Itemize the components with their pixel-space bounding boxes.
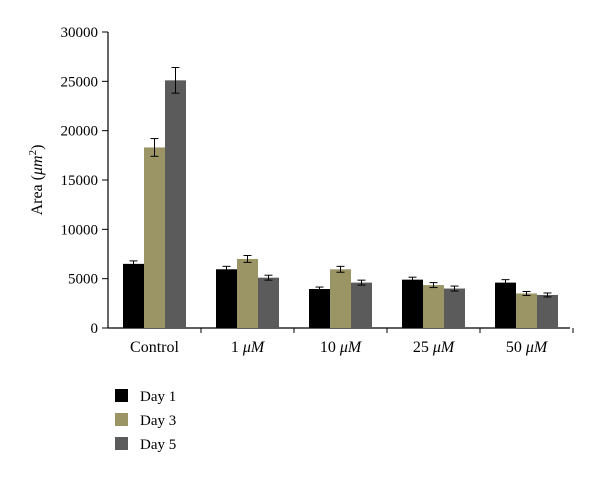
bar-day-3-1 xyxy=(237,258,258,328)
bar-day-1-1 xyxy=(216,269,237,328)
bar-day-5-3 xyxy=(444,288,465,328)
legend-label: Day 3 xyxy=(140,413,176,429)
category-label: 25 μM xyxy=(413,339,456,356)
y-tick-label: 20000 xyxy=(61,124,99,140)
bar-day-1-0 xyxy=(123,263,144,328)
category-label: 10 μM xyxy=(320,339,363,356)
category-label: Control xyxy=(130,339,179,356)
bar-day-5-1 xyxy=(258,277,279,328)
legend-swatch-day-5 xyxy=(115,437,128,450)
category-label: 1 μM xyxy=(231,339,266,356)
bar-day-3-0 xyxy=(144,147,165,328)
bar-day-5-4 xyxy=(537,294,558,328)
y-tick-label: 15000 xyxy=(61,173,99,189)
y-tick-label: 25000 xyxy=(61,74,99,90)
bar-day-3-2 xyxy=(330,269,351,328)
y-tick-label: 0 xyxy=(91,321,99,337)
category-labels: Control 1 μM 10 μM 25 μM 50 μM xyxy=(130,339,549,356)
bar-day-1-4 xyxy=(495,282,516,328)
category-label: 50 μM xyxy=(506,339,549,356)
bar-day-1-2 xyxy=(309,289,330,328)
y-tick-label: 30000 xyxy=(61,25,99,41)
legend-swatch-day-1 xyxy=(115,389,128,402)
legend: Day 1 Day 3 Day 5 xyxy=(115,389,176,453)
bar-day-1-3 xyxy=(402,279,423,328)
y-ticks: 0 5000 10000 15000 20000 25000 30000 xyxy=(61,25,108,337)
legend-label: Day 5 xyxy=(140,437,176,453)
bars xyxy=(123,67,558,328)
legend-swatch-day-3 xyxy=(115,413,128,426)
y-axis-title-group: Area (μm2) xyxy=(27,145,46,216)
bar-day-5-0 xyxy=(165,80,186,328)
y-tick-label: 5000 xyxy=(68,272,98,288)
y-axis-title: Area (μm2) xyxy=(27,145,46,216)
bar-day-5-2 xyxy=(351,282,372,328)
legend-label: Day 1 xyxy=(140,389,176,405)
bar-day-3-4 xyxy=(516,293,537,328)
bar-day-3-3 xyxy=(423,285,444,328)
y-tick-label: 10000 xyxy=(61,222,99,238)
